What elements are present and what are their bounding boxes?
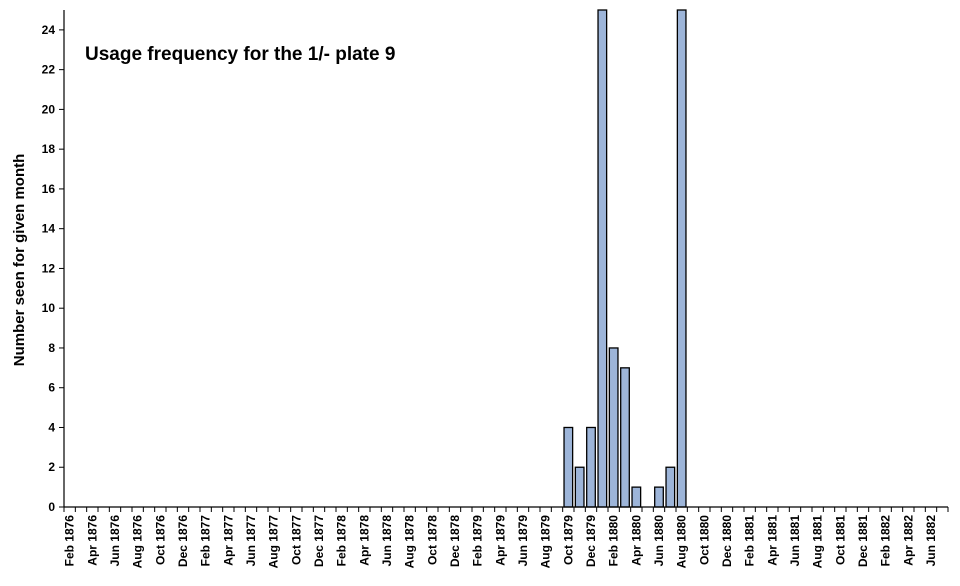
bar bbox=[563, 426, 574, 508]
y-tick-label: 10 bbox=[42, 301, 56, 315]
y-tick-label: 6 bbox=[48, 381, 55, 395]
x-tick-label: Feb 1877 bbox=[199, 515, 213, 567]
x-tick-label: Oct 1880 bbox=[697, 515, 711, 565]
x-tick-label: Jun 1881 bbox=[788, 515, 802, 567]
x-tick-label: Apr 1879 bbox=[493, 515, 507, 566]
x-tick-label: Feb 1881 bbox=[743, 515, 757, 567]
y-tick-label: 12 bbox=[42, 261, 56, 275]
x-tick-label: Aug 1879 bbox=[539, 515, 553, 569]
x-tick-label: Dec 1880 bbox=[720, 515, 734, 567]
x-tick-label: Dec 1881 bbox=[856, 515, 870, 567]
x-tick-label: Aug 1878 bbox=[403, 515, 417, 569]
x-tick-label: Apr 1881 bbox=[765, 515, 779, 566]
y-tick-label: 24 bbox=[42, 23, 56, 37]
y-tick-label: 16 bbox=[42, 182, 56, 196]
y-axis-label: Number seen for given month bbox=[11, 154, 28, 367]
x-tick-label: Aug 1881 bbox=[811, 515, 825, 569]
bar bbox=[574, 466, 585, 508]
y-tick-label: 2 bbox=[48, 460, 55, 474]
x-tick-label: Feb 1882 bbox=[879, 515, 893, 567]
x-tick-label: Feb 1878 bbox=[335, 515, 349, 567]
x-axis: Feb 1876 Apr 1876 Jun 1876 Aug 1876 Oct 1876… bbox=[63, 506, 949, 569]
y-tick-label: 20 bbox=[42, 102, 56, 116]
x-tick-label: Feb 1876 bbox=[63, 515, 77, 567]
x-tick-label: Aug 1876 bbox=[131, 515, 145, 569]
x-tick-label: Jun 1878 bbox=[380, 515, 394, 567]
x-tick-label: Aug 1880 bbox=[675, 515, 689, 569]
x-tick-label: Jun 1879 bbox=[516, 515, 530, 567]
x-tick-label: Dec 1878 bbox=[448, 515, 462, 567]
x-tick-label: Jun 1877 bbox=[244, 515, 258, 567]
y-tick-label: 4 bbox=[48, 420, 55, 434]
x-tick-label: Oct 1879 bbox=[561, 515, 575, 565]
bar bbox=[620, 367, 630, 508]
x-tick-label: Feb 1880 bbox=[607, 515, 621, 567]
x-tick-label: Dec 1876 bbox=[176, 515, 190, 567]
x-tick-label: Jun 1882 bbox=[924, 515, 938, 567]
x-tick-label: Dec 1879 bbox=[584, 515, 598, 567]
bar bbox=[597, 9, 608, 508]
x-tick-label: Apr 1878 bbox=[357, 515, 371, 566]
x-tick-label: Oct 1878 bbox=[425, 515, 439, 565]
x-tick-label: Dec 1877 bbox=[312, 515, 326, 567]
x-tick-label: Oct 1876 bbox=[153, 515, 167, 565]
x-tick-label: Jun 1880 bbox=[652, 515, 666, 567]
x-tick-label: Jun 1876 bbox=[108, 515, 122, 567]
y-tick-label: 14 bbox=[42, 222, 56, 236]
y-tick-label: 22 bbox=[42, 63, 56, 77]
x-tick-label: Feb 1879 bbox=[471, 515, 485, 567]
x-tick-label: Apr 1880 bbox=[629, 515, 643, 566]
x-tick-label: Aug 1877 bbox=[267, 515, 281, 569]
y-tick-label: 8 bbox=[48, 341, 55, 355]
bar bbox=[608, 347, 619, 508]
x-tick-label: Apr 1876 bbox=[85, 515, 99, 566]
x-tick-label: Apr 1882 bbox=[901, 515, 915, 566]
y-tick-label: 18 bbox=[42, 142, 56, 156]
bars-group bbox=[563, 9, 687, 508]
bar bbox=[586, 426, 596, 508]
bar bbox=[654, 486, 664, 508]
x-tick-label: Oct 1877 bbox=[289, 515, 303, 565]
x-tick-label: Apr 1877 bbox=[221, 515, 235, 566]
x-tick-label: Oct 1881 bbox=[833, 515, 847, 565]
bar bbox=[676, 9, 687, 508]
y-tick-label: 0 bbox=[48, 500, 55, 514]
chart-title: Usage frequency for the 1/- plate 9 bbox=[85, 44, 395, 65]
bar bbox=[631, 486, 642, 508]
bar bbox=[665, 466, 676, 508]
